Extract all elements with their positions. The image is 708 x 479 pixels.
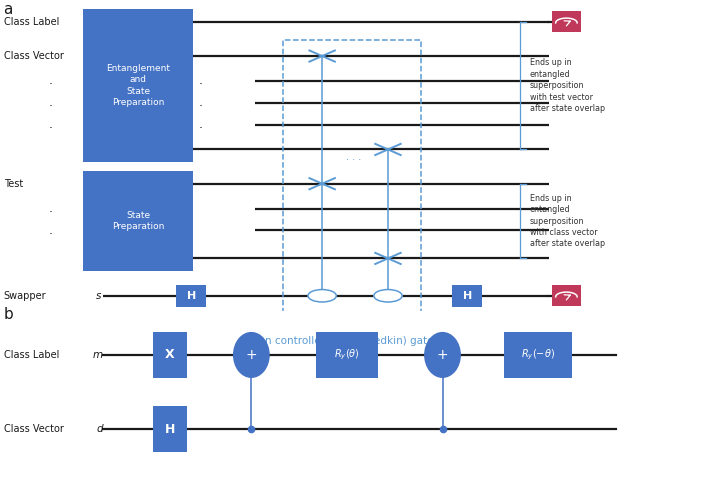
Ellipse shape (233, 332, 270, 378)
FancyBboxPatch shape (316, 332, 378, 378)
Text: $t_n$: $t_n$ (91, 177, 101, 191)
Text: X: X (165, 348, 175, 362)
Text: Class Label: Class Label (4, 350, 59, 360)
Text: H: H (462, 291, 472, 301)
Text: .: . (49, 96, 53, 109)
Text: Ends up in
entangled
superposition
with test vector
after state overlap: Ends up in entangled superposition with … (530, 58, 605, 113)
FancyBboxPatch shape (153, 406, 187, 452)
Text: $R_y(-\theta)$: $R_y(-\theta)$ (521, 348, 555, 362)
FancyBboxPatch shape (153, 332, 187, 378)
FancyBboxPatch shape (452, 285, 482, 307)
Text: .: . (49, 224, 53, 237)
Text: $d_n$: $d_n$ (88, 49, 101, 63)
FancyBboxPatch shape (84, 10, 193, 162)
Text: .: . (198, 74, 202, 88)
Text: n controlled swap (Fredkin) gates: n controlled swap (Fredkin) gates (266, 336, 439, 346)
Text: H: H (165, 423, 175, 436)
Text: Class Label: Class Label (4, 17, 59, 27)
Text: a: a (4, 1, 13, 17)
Circle shape (308, 289, 336, 302)
Text: m: m (93, 350, 103, 360)
Text: Class Vector: Class Vector (4, 51, 64, 61)
Text: State
Preparation: State Preparation (112, 211, 164, 231)
Text: Entanglement
and
State
Preparation: Entanglement and State Preparation (106, 64, 170, 107)
Text: H: H (186, 291, 196, 301)
Text: +: + (437, 348, 448, 362)
Text: $t_1$: $t_1$ (91, 251, 101, 265)
FancyBboxPatch shape (552, 11, 581, 33)
Text: Swapper: Swapper (4, 291, 46, 301)
Text: .: . (49, 74, 53, 88)
Text: d: d (96, 424, 103, 434)
FancyBboxPatch shape (552, 285, 581, 307)
Ellipse shape (424, 332, 461, 378)
Text: +: + (246, 348, 257, 362)
Text: .: . (198, 96, 202, 109)
Text: Class Vector: Class Vector (4, 424, 64, 434)
Text: $d_1$: $d_1$ (88, 143, 101, 156)
Text: m: m (91, 17, 101, 27)
Text: . . .: . . . (346, 152, 362, 162)
Text: s: s (96, 291, 101, 301)
Text: .: . (198, 118, 202, 131)
FancyBboxPatch shape (176, 285, 206, 307)
Text: Ends up in
entangled
superposition
with class vector
after state overlap: Ends up in entangled superposition with … (530, 194, 605, 249)
Circle shape (374, 289, 402, 302)
FancyBboxPatch shape (504, 332, 572, 378)
Text: Test: Test (4, 179, 23, 189)
FancyBboxPatch shape (84, 171, 193, 271)
Text: .: . (49, 118, 53, 131)
Text: b: b (4, 307, 13, 322)
Text: $R_y(\theta)$: $R_y(\theta)$ (334, 348, 360, 362)
Text: .: . (49, 202, 53, 215)
